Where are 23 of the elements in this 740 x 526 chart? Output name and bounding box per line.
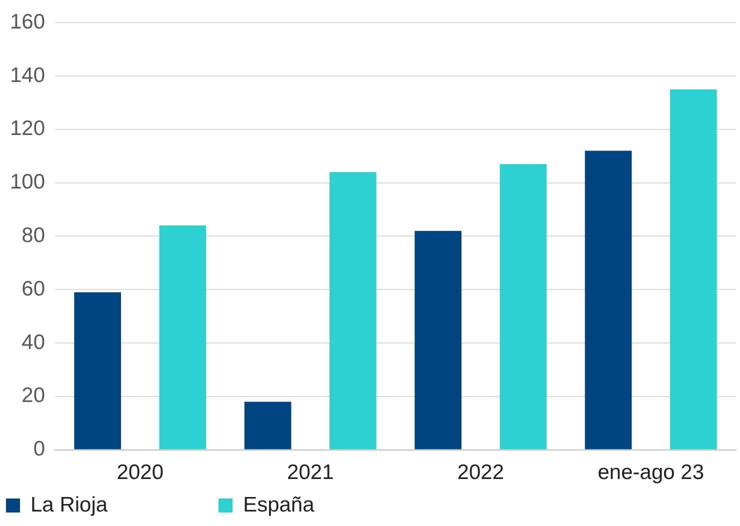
bar bbox=[500, 164, 547, 450]
legend-label: España bbox=[243, 493, 420, 516]
bar bbox=[244, 402, 292, 450]
y-tick-label: 100 bbox=[10, 170, 46, 194]
x-tick-label: 2020 bbox=[116, 461, 164, 484]
y-tick-label: 140 bbox=[10, 64, 46, 87]
legend-label: La Rioja bbox=[30, 493, 213, 516]
x-tick-label: 2022 bbox=[457, 461, 504, 484]
x-tick-label: ene-ago 23 bbox=[598, 461, 704, 484]
y-tick-label: 60 bbox=[22, 277, 46, 300]
y-tick-label: 160 bbox=[10, 10, 46, 34]
y-tick-label: 120 bbox=[10, 117, 46, 140]
bar bbox=[670, 89, 717, 450]
bar bbox=[330, 172, 376, 450]
bar bbox=[74, 292, 122, 450]
bar bbox=[414, 230, 462, 450]
y-tick-label: 20 bbox=[22, 384, 46, 408]
bar bbox=[159, 226, 206, 450]
bar bbox=[584, 150, 632, 450]
y-tick-label: 80 bbox=[22, 224, 46, 247]
y-tick-label: 0 bbox=[33, 438, 46, 461]
y-tick-label: 40 bbox=[22, 330, 46, 354]
x-tick-label: 2021 bbox=[287, 461, 334, 484]
